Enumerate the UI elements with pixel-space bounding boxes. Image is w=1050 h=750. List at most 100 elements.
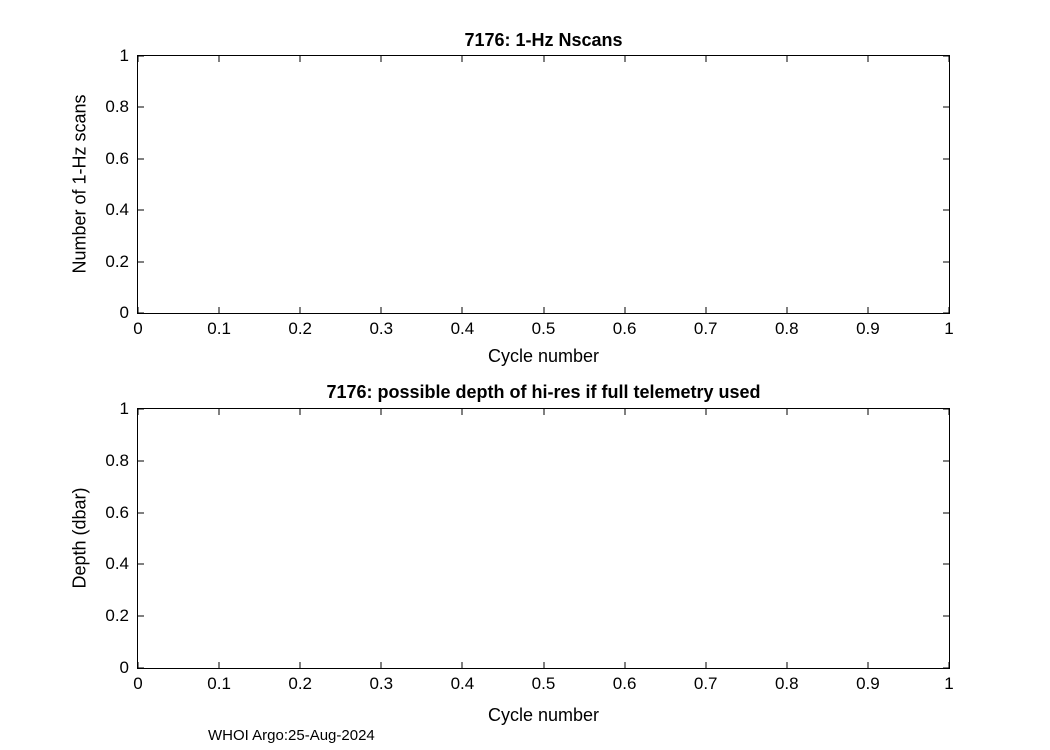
y-tick-mark <box>943 106 949 108</box>
y-tick-mark <box>138 563 144 565</box>
x-tick-label: 0.9 <box>856 674 880 693</box>
x-tick-mark <box>786 56 788 62</box>
y-tick-mark <box>943 158 949 160</box>
y-tick-label: 0.6 <box>105 502 129 522</box>
x-tick-label: 1 <box>944 674 954 693</box>
x-tick-mark <box>218 307 220 313</box>
y-tick-mark <box>943 209 949 211</box>
x-tick-mark <box>786 409 788 415</box>
top-chart-x-axis-label: Cycle number <box>487 346 600 366</box>
y-tick-mark <box>943 563 949 565</box>
x-tick-label: 0.2 <box>288 674 313 693</box>
x-tick-label: 0.1 <box>207 674 231 693</box>
x-tick-mark <box>948 56 950 62</box>
y-tick-label: 0.4 <box>105 554 129 574</box>
x-tick-mark <box>218 56 220 62</box>
y-tick-mark <box>943 615 949 617</box>
x-tick-mark <box>624 409 626 415</box>
x-tick-mark <box>867 56 869 62</box>
x-tick-mark <box>461 409 463 415</box>
y-tick-mark <box>138 106 144 108</box>
y-tick-label: 1 <box>119 399 129 418</box>
top-chart-y-axis-label: Number of 1-Hz scans <box>69 94 90 274</box>
x-tick-label: 0.9 <box>856 319 880 338</box>
x-tick-mark <box>624 662 626 668</box>
x-tick-mark <box>380 56 382 62</box>
x-tick-label: 0.5 <box>531 674 556 693</box>
bottom-chart-title: 7176: possible depth of hi-res if full t… <box>326 382 761 402</box>
x-tick-mark <box>948 409 950 415</box>
x-tick-mark <box>299 662 301 668</box>
y-tick-mark <box>943 512 949 514</box>
x-tick-mark <box>218 662 220 668</box>
x-tick-mark <box>380 409 382 415</box>
x-tick-mark <box>380 662 382 668</box>
y-tick-mark <box>943 261 949 263</box>
y-tick-mark <box>138 158 144 160</box>
x-tick-label: 0.6 <box>612 319 637 338</box>
y-tick-mark <box>138 460 144 462</box>
x-tick-mark <box>461 56 463 62</box>
bottom-chart-plot-area: 0 0.1 0.2 0.3 0.4 0.5 0.6 0.7 0.8 0.9 1 0 0.2 0.4 0.6 0… <box>105 399 953 693</box>
y-tick-mark <box>943 460 949 462</box>
x-tick-label: 0.4 <box>450 674 475 693</box>
x-tick-label: 0.4 <box>450 319 475 338</box>
x-tick-mark <box>461 307 463 313</box>
bottom-chart-x-axis-label: Cycle number <box>487 705 600 725</box>
x-tick-mark <box>299 409 301 415</box>
x-tick-mark <box>137 662 139 668</box>
figure-footer-credit: WHOI Argo:25-Aug-2024 <box>208 727 375 744</box>
x-tick-mark <box>867 307 869 313</box>
y-tick-mark <box>943 408 949 410</box>
y-tick-mark <box>138 312 144 314</box>
y-tick-label: 0.6 <box>105 148 129 168</box>
y-tick-mark <box>138 261 144 263</box>
x-tick-label: 0.3 <box>369 319 394 338</box>
x-tick-label: 0.7 <box>693 674 718 693</box>
x-tick-mark <box>218 409 220 415</box>
y-tick-mark <box>138 512 144 514</box>
y-tick-label: 1 <box>119 46 129 65</box>
x-tick-label: 0.1 <box>207 319 231 338</box>
top-chart-title: 7176: 1-Hz Nscans <box>464 30 623 50</box>
y-tick-label: 0.2 <box>105 251 129 271</box>
x-tick-mark <box>705 409 707 415</box>
x-tick-mark <box>461 662 463 668</box>
x-tick-label: 0.8 <box>774 674 799 693</box>
x-tick-mark <box>543 56 544 62</box>
top-chart-plot-area: 0 0.1 0.2 0.3 0.4 0.5 0.6 0.7 0.8 0.9 1 0 0.2 0.4 0.6 0… <box>105 46 953 338</box>
x-tick-label: 0 <box>133 674 143 693</box>
x-tick-mark <box>543 307 544 313</box>
y-tick-label: 0 <box>119 658 129 677</box>
x-tick-mark <box>299 307 301 313</box>
x-tick-label: 0.6 <box>612 674 637 693</box>
x-tick-mark <box>705 662 707 668</box>
y-tick-mark <box>138 408 144 410</box>
x-tick-mark <box>380 307 382 313</box>
bottom-chart-y-axis-label: Depth (dbar) <box>69 487 90 589</box>
x-tick-mark <box>867 662 869 668</box>
y-tick-mark <box>138 615 144 617</box>
x-tick-mark <box>299 56 301 62</box>
x-tick-mark <box>948 307 950 313</box>
x-tick-mark <box>705 56 707 62</box>
x-tick-mark <box>543 409 544 415</box>
x-tick-mark <box>137 307 139 313</box>
y-tick-mark <box>138 209 144 211</box>
y-tick-mark <box>138 667 144 669</box>
x-tick-mark <box>137 56 139 62</box>
y-tick-mark <box>943 312 949 314</box>
x-tick-mark <box>948 662 950 668</box>
y-tick-label: 0.4 <box>105 200 129 220</box>
x-tick-mark <box>543 662 544 668</box>
y-tick-mark <box>943 55 949 57</box>
x-tick-label: 0 <box>133 319 143 338</box>
x-tick-label: 0.3 <box>369 674 394 693</box>
x-tick-label: 0.7 <box>693 319 718 338</box>
x-tick-label: 0.2 <box>288 319 313 338</box>
x-tick-label: 0.5 <box>531 319 556 338</box>
y-tick-label: 0.8 <box>105 97 129 117</box>
x-tick-label: 1 <box>944 319 954 338</box>
x-tick-mark <box>867 409 869 415</box>
x-tick-mark <box>624 56 626 62</box>
